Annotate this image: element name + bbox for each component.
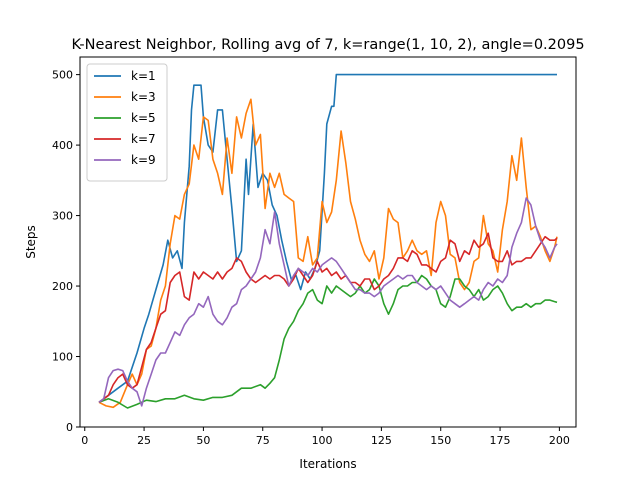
y-tick-label: 400	[52, 139, 73, 152]
series-line-k9	[98, 197, 558, 407]
x-tick-label: 50	[196, 434, 210, 447]
x-tick-label: 150	[430, 434, 451, 447]
y-axis: 0 100 200 300 400 500	[52, 69, 80, 434]
legend: k=1 k=3 k=5 k=7 k=9	[86, 63, 168, 182]
y-axis-label: Steps	[24, 225, 38, 259]
y-tick-label: 200	[52, 280, 73, 293]
x-axis-label: Iterations	[299, 457, 356, 471]
y-tick-label: 100	[52, 351, 73, 364]
series-line-k5	[98, 274, 558, 409]
x-tick-label: 125	[371, 434, 392, 447]
y-tick-label: 300	[52, 210, 73, 223]
x-tick-label: 0	[81, 434, 88, 447]
axes-frame	[79, 56, 577, 428]
series-line-k1	[98, 73, 557, 403]
legend-label: k=7	[131, 132, 156, 146]
y-tick-label: 0	[66, 421, 73, 434]
legend-label: k=1	[131, 69, 156, 83]
legend-box	[86, 63, 168, 182]
legend-label: k=5	[131, 111, 156, 125]
chart-title: K-Nearest Neighbor, Rolling avg of 7, k=…	[71, 37, 584, 53]
x-tick-label: 200	[549, 434, 570, 447]
y-tick-label: 500	[52, 69, 73, 82]
x-tick-label: 25	[137, 434, 151, 447]
series-line-k7	[98, 232, 558, 403]
x-tick-label: 75	[256, 434, 270, 447]
plot-area	[98, 73, 558, 409]
x-tick-label: 175	[490, 434, 511, 447]
legend-label: k=3	[131, 90, 156, 104]
legend-label: k=9	[131, 153, 156, 167]
x-axis: 0 25 50 75 100 125 150 175 200	[81, 427, 570, 447]
series-line-k3	[98, 98, 558, 409]
x-tick-label: 100	[312, 434, 333, 447]
